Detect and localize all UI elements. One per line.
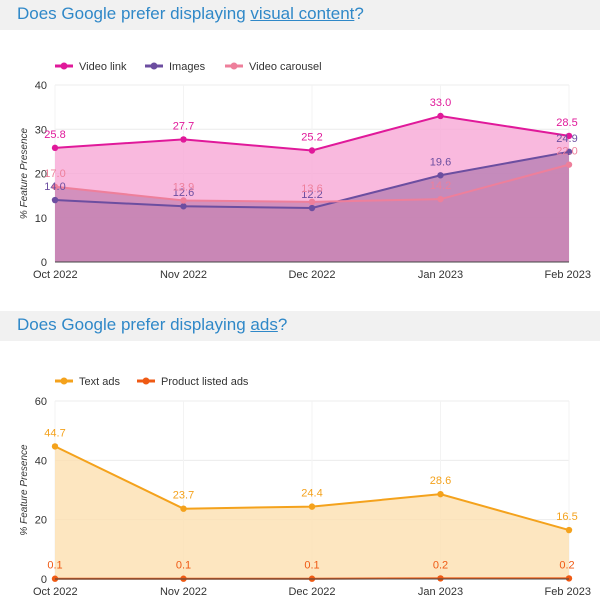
- data-label: 16.5: [556, 511, 577, 523]
- data-point: [180, 203, 186, 209]
- data-point: [180, 136, 186, 142]
- y-axis-title: % Feature Presence: [19, 444, 30, 536]
- title-link[interactable]: ads: [250, 315, 277, 334]
- title-suffix: ?: [354, 4, 363, 23]
- x-tick-label: Feb 2023: [545, 269, 591, 281]
- x-tick-label: Jan 2023: [418, 586, 463, 598]
- data-label: 0.1: [176, 560, 191, 572]
- data-point: [566, 161, 572, 167]
- data-point: [52, 197, 58, 203]
- y-axis-title: % Feature Presence: [19, 127, 30, 219]
- data-point: [309, 205, 315, 211]
- legend-label: Images: [169, 61, 206, 73]
- data-label: 33.0: [430, 97, 451, 109]
- title-text: Does Google prefer displaying: [17, 315, 250, 334]
- section-title: Does Google prefer displaying ads?: [17, 315, 287, 335]
- section-header-visual: Does Google prefer displaying visual con…: [0, 0, 600, 30]
- data-point: [52, 145, 58, 151]
- y-tick-label: 40: [35, 80, 47, 92]
- data-point: [437, 113, 443, 119]
- legend-swatch-dot: [151, 63, 158, 70]
- data-point: [566, 527, 572, 533]
- data-label: 24.9: [556, 133, 577, 145]
- legend-label: Text ads: [79, 376, 120, 388]
- x-tick-label: Dec 2022: [288, 269, 335, 281]
- data-point: [437, 575, 443, 581]
- x-tick-label: Dec 2022: [288, 586, 335, 598]
- ads-chart: 0 20 40 60 % Feature Presence Oct 2022 Nov 202…: [0, 363, 600, 611]
- legend-label: Product listed ads: [161, 376, 249, 388]
- data-label: 19.6: [430, 156, 451, 168]
- title-text: Does Google prefer displaying: [17, 4, 250, 23]
- legend-swatch-dot: [61, 63, 68, 70]
- data-label: 44.7: [44, 427, 65, 439]
- data-label: 14.0: [44, 181, 65, 193]
- legend-label: Video link: [79, 61, 127, 73]
- y-tick-label: 20: [35, 515, 47, 527]
- data-label: 0.1: [47, 560, 62, 572]
- legend: Video link Images Video carousel: [55, 61, 322, 73]
- section-title: Does Google prefer displaying visual con…: [17, 4, 364, 24]
- data-label: 23.7: [173, 490, 194, 502]
- data-label: 27.7: [173, 120, 194, 132]
- data-point: [437, 491, 443, 497]
- legend-swatch-dot: [61, 378, 68, 385]
- data-point: [309, 147, 315, 153]
- data-label: 14.2: [430, 180, 451, 192]
- legend: Text ads Product listed ads: [55, 376, 249, 388]
- data-point: [437, 172, 443, 178]
- y-tick-label: 40: [35, 455, 47, 467]
- data-label: 25.8: [44, 129, 65, 141]
- x-tick-label: Oct 2022: [33, 586, 78, 598]
- data-label: 25.2: [301, 131, 322, 143]
- data-label: 13.9: [173, 181, 194, 193]
- data-label: 28.5: [556, 117, 577, 129]
- x-tick-label: Nov 2022: [160, 269, 207, 281]
- y-tick-label: 10: [35, 213, 47, 225]
- y-tick-label: 60: [35, 396, 47, 408]
- legend-label: Video carousel: [249, 61, 322, 73]
- title-link[interactable]: visual content: [250, 4, 354, 23]
- legend-swatch-dot: [231, 63, 238, 70]
- x-tick-label: Feb 2023: [545, 586, 591, 598]
- y-tick-label: 0: [41, 257, 47, 269]
- x-tick-label: Nov 2022: [160, 586, 207, 598]
- data-label: 24.4: [301, 488, 322, 500]
- x-tick-label: Jan 2023: [418, 269, 463, 281]
- y-tick-label: 0: [41, 574, 47, 586]
- x-tick-label: Oct 2022: [33, 269, 78, 281]
- data-label: 17.0: [44, 168, 65, 180]
- legend-swatch-dot: [143, 378, 150, 385]
- data-label: 28.6: [430, 475, 451, 487]
- data-point: [566, 575, 572, 581]
- data-label: 0.2: [559, 559, 574, 571]
- data-point: [180, 505, 186, 511]
- data-point: [52, 443, 58, 449]
- data-point: [309, 503, 315, 509]
- data-label: 0.2: [433, 559, 448, 571]
- data-label: 0.1: [304, 560, 319, 572]
- data-label: 22.0: [556, 146, 577, 158]
- section-header-ads: Does Google prefer displaying ads?: [0, 311, 600, 341]
- data-label: 13.6: [301, 183, 322, 195]
- chart-panel-ads: 0 20 40 60 % Feature Presence Oct 2022 Nov 202…: [0, 363, 600, 611]
- title-suffix: ?: [278, 315, 287, 334]
- data-point: [437, 196, 443, 202]
